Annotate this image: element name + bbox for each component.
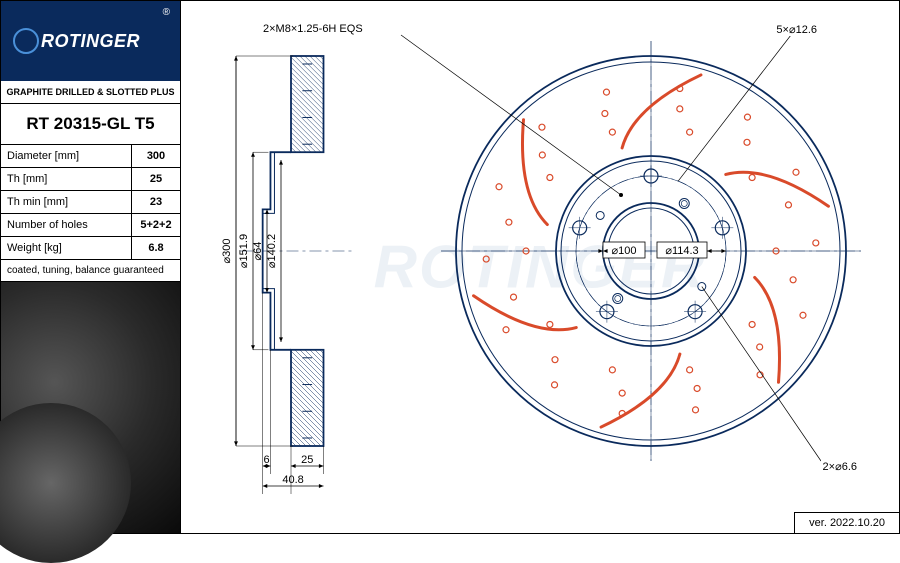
spec-row: Th min [mm]23	[1, 191, 180, 214]
spec-row: Th [mm]25	[1, 168, 180, 191]
spec-label: Number of holes	[1, 214, 132, 236]
spec-panel: ROTINGER ® GRAPHITE DRILLED & SLOTTED PL…	[1, 1, 181, 533]
svg-text:⌀300: ⌀300	[221, 239, 233, 264]
spec-label: Weight [kg]	[1, 237, 132, 259]
version-label: ver. 2022.10.20	[794, 512, 899, 533]
callout-bolt-holes: 5×⌀12.6	[774, 23, 819, 36]
svg-text:25: 25	[301, 454, 313, 466]
spec-value: 6.8	[132, 237, 180, 259]
svg-text:⌀100: ⌀100	[612, 245, 637, 257]
brand-name: ROTINGER	[41, 31, 140, 52]
technical-drawing: ROTINGER ⌀300⌀151.9⌀64⌀140.225640.8⌀100⌀…	[181, 1, 899, 533]
callout-small-holes: 2×⌀6.6	[821, 460, 859, 473]
spec-row: Diameter [mm]300	[1, 145, 180, 168]
spec-label: Th min [mm]	[1, 191, 132, 213]
svg-text:⌀64: ⌀64	[252, 242, 264, 261]
registered-mark: ®	[163, 7, 170, 18]
svg-text:⌀114.3: ⌀114.3	[665, 245, 698, 257]
spec-value: 300	[132, 145, 180, 167]
notes-text: coated, tuning, balance guaranteed	[1, 260, 180, 282]
spec-value: 23	[132, 191, 180, 213]
spec-value: 25	[132, 168, 180, 190]
product-subtitle: GRAPHITE DRILLED & SLOTTED PLUS	[1, 81, 180, 104]
svg-text:40.8: 40.8	[282, 474, 303, 486]
svg-text:⌀140.2: ⌀140.2	[266, 234, 278, 268]
spec-label: Th [mm]	[1, 168, 132, 190]
spec-row: Weight [kg]6.8	[1, 237, 180, 260]
part-number: RT 20315-GL T5	[1, 104, 180, 145]
spec-value: 5+2+2	[132, 214, 180, 236]
spec-label: Diameter [mm]	[1, 145, 132, 167]
callout-thread: 2×M8×1.25-6H EQS	[261, 23, 365, 35]
brand-logo: ROTINGER ®	[1, 1, 180, 81]
svg-text:6: 6	[263, 454, 269, 466]
product-photo	[1, 282, 180, 533]
spec-row: Number of holes5+2+2	[1, 214, 180, 237]
svg-text:⌀151.9: ⌀151.9	[238, 234, 250, 268]
